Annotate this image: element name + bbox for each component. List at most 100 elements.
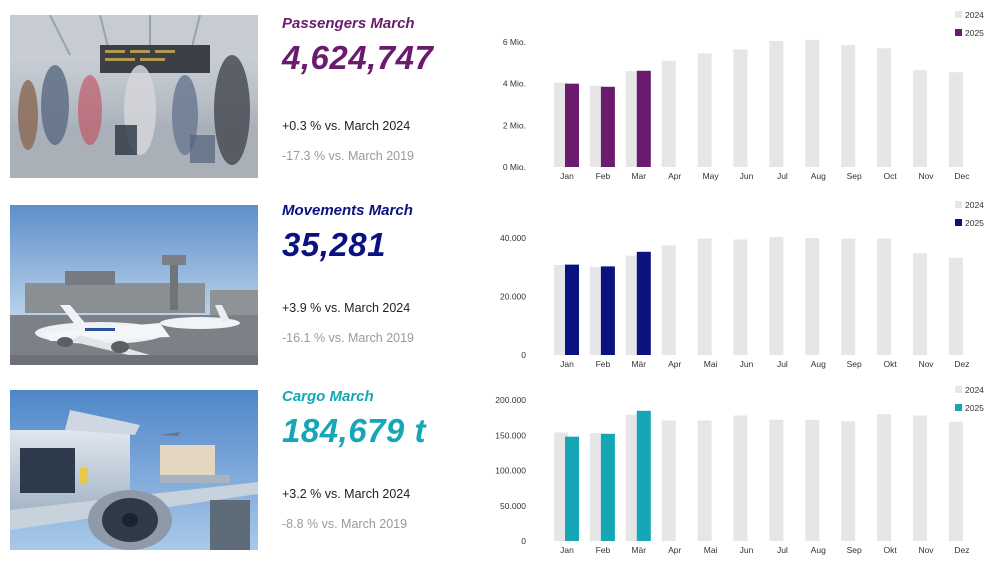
y-tick-label: 6 Mio. [503,37,526,47]
x-tick-label: Apr [668,359,681,369]
bar-2025-Feb [600,86,615,167]
cargo-chart: 0 50.000 100.000 150.000 200.000 Jan Feb Mär Apr… [495,375,995,573]
movements-kpi: Movements March 35,281 +3.9 % vs. March … [282,202,502,362]
kpi-value: 4,624,747 [282,39,434,76]
y-tick-label: 50.000 [500,501,526,511]
x-tick-label: Dec [954,171,970,181]
bar-2024-May [697,53,712,168]
x-tick-label: Apr [668,171,681,181]
movements-row: Movements March 35,281 +3.9 % vs. March … [0,190,1000,375]
bar-2024-Dez [948,421,963,541]
legend-label: 2024 [965,385,984,395]
x-tick-label: Jul [777,171,788,181]
x-tick-label: Mär [631,545,646,555]
bar-2024-Jun [733,239,748,355]
bar-2024-Sep [841,421,856,541]
x-tick-label: Dez [954,545,969,555]
x-tick-label: Nov [918,545,934,555]
bar-2025-Jan [565,264,579,355]
aircraft-apron-photo [10,205,258,365]
legend-swatch [955,11,962,18]
x-tick-label: Jul [777,545,788,555]
kpi-delta-2019: -8.8 % vs. March 2019 [282,517,408,531]
bar-2024-Apr [661,60,676,167]
bar-2024-Jun [733,49,748,167]
y-tick-label: 4 Mio. [503,79,526,89]
x-tick-label: Mar [631,171,646,181]
x-tick-label: Feb [596,545,611,555]
passengers-row: Passengers March 4,624,747 +0.3 % vs. Ma… [0,0,1000,185]
bar-2024-Aug [805,419,820,541]
bar-2024-Mai [697,420,712,541]
kpi-value: 184,679 t [282,412,426,449]
airport-terminal-photo [10,15,258,178]
bar-2024-Jan [554,264,568,355]
bar-2024-Jan [554,432,568,541]
bar-2025-Mar [636,70,651,167]
kpi-title: Passengers March [282,15,415,32]
x-tick-label: Jan [560,545,574,555]
x-tick-label: Jun [740,171,754,181]
bar-2024-Jul [769,419,784,541]
kpi-delta-2019: -16.1 % vs. March 2019 [282,331,415,345]
x-tick-label: Aug [811,545,826,555]
x-tick-label: Nov [918,359,934,369]
bar-2024-Nov [913,415,927,541]
x-tick-label: Feb [596,171,611,181]
legend-swatch [955,201,962,208]
bar-2024-Feb [589,85,604,167]
movements-bar-chart: 0 20.000 40.000 Jan Feb Mär Apr Mai Jun Jul Aug Sep… [500,200,984,369]
cargo-kpi: Cargo March 184,679 t +3.2 % vs. March 2… [282,388,502,548]
x-tick-label: Nov [918,171,934,181]
legend-label: 2025 [965,403,984,413]
kpi-title: Movements March [282,202,413,219]
y-tick-label: 0 Mio. [503,162,526,172]
bar-2024-Apr [661,245,676,355]
y-tick-label: 40.000 [500,233,526,243]
bar-2025-Feb [600,433,615,541]
passengers-kpi: Passengers March 4,624,747 +0.3 % vs. Ma… [282,15,502,178]
bar-2024-Mar [625,71,640,167]
x-tick-label: Jun [740,545,754,555]
movements-chart: 0 20.000 40.000 Jan Feb Mär Apr Mai Jun Jul Aug Sep… [495,190,995,375]
y-tick-label: 100.000 [495,466,526,476]
bar-2024-Jun [733,415,748,541]
legend-swatch [955,219,962,226]
y-tick-label: 2 Mio. [503,120,526,130]
legend-label: 2024 [965,10,984,20]
bar-2024-Sep [841,238,856,355]
bar-2024-Feb [589,266,604,355]
legend-swatch [955,386,962,393]
legend-swatch [955,404,962,411]
bar-2024-Sep [841,45,856,167]
x-tick-label: Jan [560,171,574,181]
x-tick-label: Apr [668,545,681,555]
bar-2024-Oct [877,48,892,167]
kpi-delta-2024: +3.2 % vs. March 2024 [282,487,411,501]
bar-2025-Jan [565,436,579,541]
kpi-title: Cargo March [282,388,374,405]
x-tick-label: Okt [883,359,897,369]
bar-2024-Jan [554,82,568,167]
bar-2024-Dez [948,257,963,355]
kpi-delta-2019: -17.3 % vs. March 2019 [282,149,415,163]
passengers-chart: 0 Mio. 2 Mio. 4 Mio. 6 Mio. Jan Feb Mar Apr May J… [495,0,995,190]
cargo-bar-chart: 0 50.000 100.000 150.000 200.000 Jan Feb Mär Apr… [495,385,984,555]
x-tick-label: Dez [954,359,969,369]
x-tick-label: Oct [883,171,897,181]
bar-2024-Mär [625,255,640,355]
bar-2024-Jul [769,237,784,355]
x-tick-label: Aug [811,359,826,369]
passengers-bar-chart: 0 Mio. 2 Mio. 4 Mio. 6 Mio. Jan Feb Mar Apr May J… [503,10,984,181]
bar-2025-Mär [636,251,651,355]
x-tick-label: Mai [704,359,718,369]
x-tick-label: Mai [704,545,718,555]
legend-label: 2025 [965,218,984,228]
kpi-value: 35,281 [282,226,386,263]
x-tick-label: Mär [631,359,646,369]
x-tick-label: Feb [596,359,611,369]
kpi-delta-2024: +3.9 % vs. March 2024 [282,301,411,315]
y-tick-label: 150.000 [495,430,526,440]
bar-2025-Feb [600,266,615,355]
bar-2024-Nov [913,70,927,167]
